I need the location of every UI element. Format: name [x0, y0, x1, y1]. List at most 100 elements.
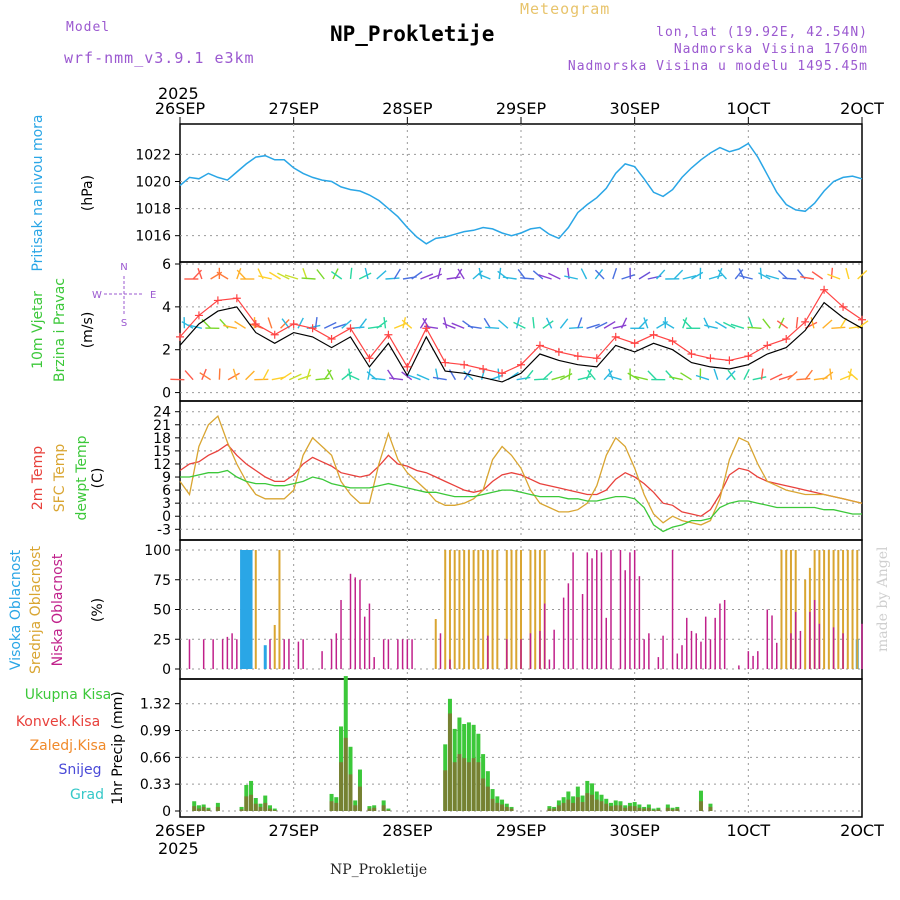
- precip-conv-bar: [608, 806, 613, 811]
- wind-arrow: [232, 368, 238, 380]
- precip-conv-bar: [665, 807, 670, 811]
- wind-arrow: [621, 274, 635, 280]
- wind-arrow: [656, 320, 669, 329]
- wind-gust-marker: [327, 335, 336, 343]
- wind-arrow: [210, 271, 223, 280]
- wind-arrow: [385, 277, 400, 280]
- wind-arrow: [181, 321, 194, 329]
- precip-conv-bar: [632, 806, 637, 811]
- tick-label-wind: 6: [162, 257, 171, 273]
- wind-arrow: [348, 368, 352, 380]
- tick-label-cloud: 50: [153, 603, 171, 619]
- wind-arrow: [638, 271, 651, 280]
- precip-conv-bar: [698, 801, 703, 811]
- wind-arrow: [478, 267, 483, 280]
- wind-arrow: [502, 276, 517, 280]
- wind-arrow: [627, 372, 640, 381]
- wind-arrow: [682, 275, 697, 280]
- wind-arrow: [727, 369, 736, 381]
- wind-arrow: [778, 270, 789, 280]
- precip-conv-bar: [580, 802, 585, 811]
- wind-arrow: [401, 319, 413, 329]
- wind-gust-marker: [498, 369, 507, 378]
- wind-arrow: [289, 373, 302, 381]
- tick-label-precip: 0.99: [140, 724, 171, 740]
- wind-arrow: [513, 321, 526, 329]
- precip-total-bar: [196, 805, 201, 811]
- top-date-label: 29SEP: [496, 99, 547, 118]
- tick-label-pressure: 1016: [135, 229, 171, 245]
- tick-label-temp: 6: [162, 483, 171, 499]
- page-title: NP_Prokletije: [330, 22, 495, 46]
- tick-label-pressure: 1020: [135, 174, 171, 190]
- wind-arrow: [323, 369, 332, 381]
- precip-conv-bar: [552, 808, 557, 811]
- wind-arrow: [708, 274, 723, 280]
- wind-arrow: [847, 370, 859, 381]
- top-date-label: 2OCT: [840, 99, 884, 118]
- precip-conv-bar: [646, 807, 651, 811]
- wind-arrow: [762, 318, 771, 329]
- wind-arrow: [472, 270, 483, 280]
- wind-gust-marker: [611, 332, 620, 341]
- wind-arrow: [280, 318, 290, 329]
- wind-arrow: [682, 318, 693, 329]
- wind-arrow: [341, 319, 352, 329]
- precip-conv-bar: [556, 805, 561, 811]
- wind-arrow: [389, 377, 404, 381]
- wind-gust-marker: [592, 354, 601, 363]
- pressure-ylabel: Pritisak na nivou mora: [30, 114, 46, 271]
- wind-arrow: [796, 377, 811, 381]
- wind-gust-marker: [213, 296, 222, 305]
- tick-label-temp: 0: [162, 509, 171, 525]
- precip-conv-bar: [457, 754, 462, 811]
- bottom-year-label: 2025: [158, 839, 199, 858]
- wind-arrow: [743, 369, 750, 381]
- temp-line-0: [179, 443, 863, 517]
- precip-conv-bar: [249, 794, 254, 811]
- wind-speed-line: [179, 301, 863, 383]
- wind-arrow: [725, 370, 736, 381]
- precip-conv-bar: [381, 805, 386, 811]
- wind-arrow: [580, 268, 588, 280]
- wind-arrow: [223, 324, 237, 329]
- tick-label-cloud: 25: [153, 632, 171, 648]
- wind-arrow: [569, 326, 584, 329]
- precip-conv-bar: [656, 809, 661, 811]
- wind-gust-marker: [251, 320, 260, 328]
- wind-arrow: [326, 369, 334, 381]
- tick-label-cloud: 100: [144, 543, 171, 559]
- wind-arrow: [662, 320, 675, 329]
- precip-legend-3: Snijeg: [58, 762, 101, 778]
- wind-unit: (m/s): [80, 312, 96, 349]
- top-date-label: 30SEP: [610, 99, 661, 118]
- wind-gust-marker: [668, 337, 677, 346]
- tick-label-precip: 0: [162, 804, 171, 820]
- wind-arrow: [297, 317, 304, 329]
- wind-arrow: [595, 321, 608, 329]
- wind-arrow: [258, 275, 272, 280]
- precip-conv-bar: [651, 810, 656, 811]
- precip-conv-bar: [571, 802, 576, 811]
- temp-ylabel-dewpt: dewpt Temp: [74, 435, 90, 520]
- wind-arrow: [758, 272, 771, 280]
- wind-arrow: [782, 277, 797, 280]
- cloud-unit: (%): [90, 598, 106, 622]
- wind-arrow: [306, 368, 311, 380]
- wind-gust-marker: [687, 350, 696, 358]
- altitude-text: Nadmorska Visina 1760m: [673, 42, 868, 57]
- wind-arrow: [269, 271, 281, 280]
- precip-conv-bar: [561, 802, 566, 811]
- precip-total-bar: [651, 808, 656, 811]
- wind-gust-marker: [194, 311, 203, 320]
- precip-conv-bar: [272, 810, 277, 811]
- model-label: Model: [66, 20, 111, 35]
- panel-frame-pressure: [179, 123, 863, 263]
- precip-conv-bar: [334, 802, 339, 811]
- cloud-ylabel-low: Niska Oblacnost: [50, 553, 66, 666]
- temp-line-2: [180, 469, 862, 533]
- wind-gust-marker: [346, 324, 355, 333]
- wind-gust-marker: [535, 341, 544, 350]
- precip-conv-bar: [386, 810, 391, 811]
- wind-arrow: [515, 317, 520, 329]
